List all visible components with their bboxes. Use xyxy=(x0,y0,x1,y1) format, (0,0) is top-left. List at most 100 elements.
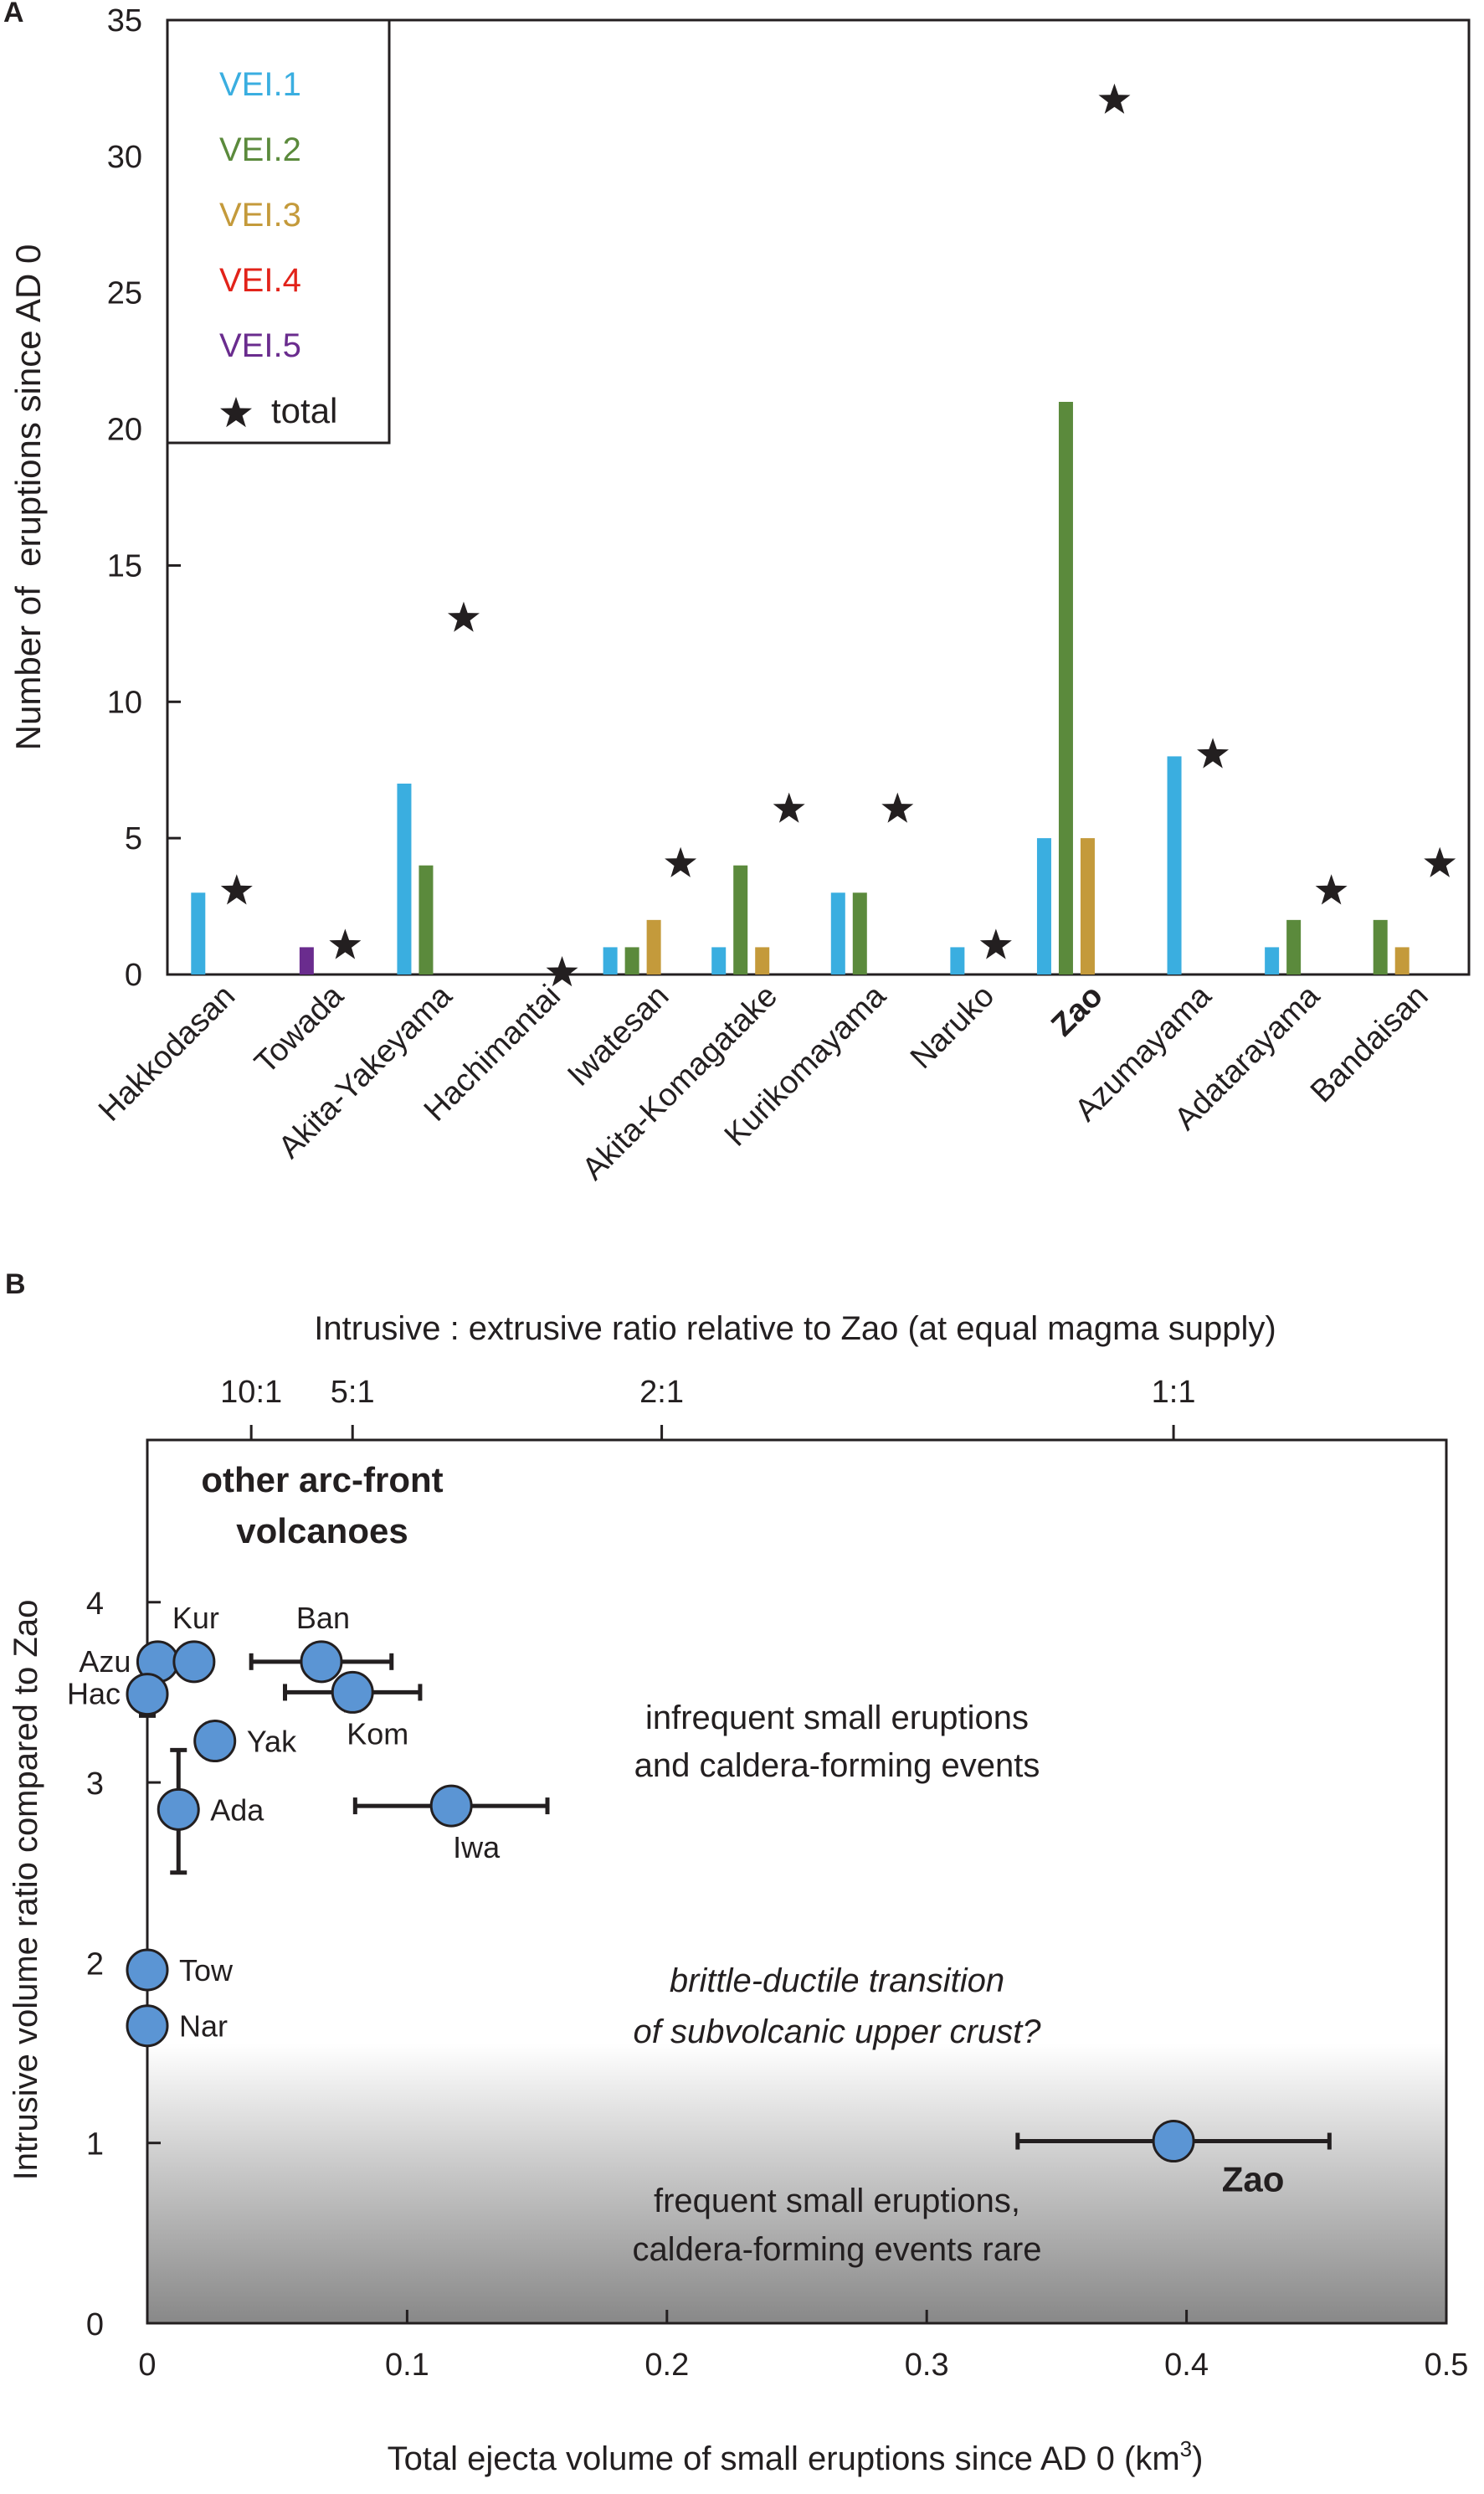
x-tick-label: 0.1 xyxy=(385,2347,429,2383)
panel-b-label: B xyxy=(5,1268,26,1300)
total-star xyxy=(1098,83,1131,114)
bar-vei2 xyxy=(624,947,639,974)
total-star xyxy=(881,792,914,823)
total-star xyxy=(1315,874,1348,905)
data-point-nar xyxy=(126,2004,169,2048)
bar-vei2 xyxy=(733,865,748,974)
x-tick-label: 0.4 xyxy=(1164,2347,1209,2383)
data-point-label: Yak xyxy=(247,1725,297,1759)
total-star xyxy=(773,792,805,823)
total-star xyxy=(1197,738,1230,769)
data-point-kur xyxy=(172,1640,216,1684)
bar-vei1 xyxy=(1036,838,1051,974)
bar-vei3 xyxy=(755,947,770,974)
data-point-label: Kur xyxy=(172,1601,219,1635)
x-tick-label: 0.5 xyxy=(1425,2347,1469,2383)
bar-vei3 xyxy=(1080,838,1095,974)
annotation-lower-2: caldera-forming events rare xyxy=(632,2231,1041,2268)
x-category-label: Hakkodasan xyxy=(92,979,242,1129)
bar-vei3 xyxy=(1394,947,1410,974)
top-axis-tick-label: 2:1 xyxy=(639,1375,684,1410)
plot-frame xyxy=(146,1438,1448,2325)
data-point-ada xyxy=(157,1787,200,1831)
bar-vei5 xyxy=(299,947,314,974)
y-tick-label: 15 xyxy=(107,548,142,584)
x-category-label: Iwatesan xyxy=(561,979,675,1093)
legend-entry: VEI.3 xyxy=(219,197,301,234)
data-point-hac xyxy=(126,1673,169,1716)
y-tick-label: 35 xyxy=(107,3,142,39)
total-star xyxy=(447,601,480,632)
data-point-label: Ban xyxy=(296,1601,350,1635)
total-star xyxy=(979,928,1012,959)
bar-vei3 xyxy=(646,919,661,974)
y-tick-label: 30 xyxy=(107,140,142,175)
legend-entry: VEI.1 xyxy=(219,66,301,103)
data-point-label: Iwa xyxy=(453,1830,501,1864)
x-category-label: Akita-Komagatake xyxy=(576,979,784,1187)
bar-vei1 xyxy=(711,947,727,974)
data-point-zao xyxy=(1152,2120,1195,2163)
annotation-mid-2: of subvolcanic upper crust? xyxy=(634,2013,1042,2050)
x-category-label: Towada xyxy=(248,978,351,1081)
bar-vei2 xyxy=(852,892,867,974)
data-point-label: Ada xyxy=(210,1792,264,1827)
bar-vei2 xyxy=(1286,919,1302,974)
total-star xyxy=(329,928,362,959)
x-category-label: Bandaisan xyxy=(1304,979,1435,1110)
y-axis-label: Number of eruptions since AD 0 xyxy=(8,244,48,751)
bar-vei1 xyxy=(830,892,845,974)
plot-frame xyxy=(166,18,1471,976)
legend-entry: VEI.5 xyxy=(219,327,301,364)
annotation-group-title-2: volcanoes xyxy=(236,1511,408,1550)
top-axis-title: Intrusive : extrusive ratio relative to … xyxy=(314,1310,1276,1347)
y-axis-label: Intrusive volume ratio compared to Zao xyxy=(8,1600,44,2181)
x-tick-label: 0.2 xyxy=(644,2347,689,2383)
top-axis-tick-label: 1:1 xyxy=(1152,1375,1196,1410)
x-category-label: Naruko xyxy=(904,979,1001,1076)
panel-a-label: A xyxy=(3,0,24,28)
data-point-label: Hac xyxy=(67,1677,121,1711)
x-axis-label-close: ) xyxy=(1192,2440,1203,2477)
bar-vei1 xyxy=(397,784,412,974)
x-category-label: Zao xyxy=(1045,979,1109,1043)
x-tick-label: 0 xyxy=(138,2347,156,2383)
annotation-lower-1: frequent small eruptions, xyxy=(654,2183,1020,2219)
bar-vei2 xyxy=(1058,402,1073,974)
annotation-group-title-1: other arc-front xyxy=(201,1460,443,1499)
data-point-iwa xyxy=(429,1784,473,1828)
y-tick-label: 5 xyxy=(125,821,142,856)
x-axis-label-superscript: 3 xyxy=(1180,2436,1192,2461)
data-point-ban xyxy=(300,1640,343,1684)
annotation-mid-1: brittle-ductile transition xyxy=(670,1962,1004,1999)
annotation-upper-1: infrequent small eruptions xyxy=(645,1700,1029,1736)
y-tick-label: 20 xyxy=(107,413,142,448)
data-point-label: Tow xyxy=(179,1953,234,1987)
legend-box xyxy=(166,18,391,445)
bar-vei1 xyxy=(950,947,965,974)
legend-entry: VEI.2 xyxy=(219,131,301,168)
y-tick-label: 0 xyxy=(125,958,142,993)
bar-vei2 xyxy=(1373,919,1388,974)
total-star xyxy=(665,846,697,877)
gradient-band xyxy=(147,2044,1446,2323)
intrusive-ratio-scatter-chart: 0 0.1 0.2 0.3 0.4 0.5 0 1 2 3 4 10:1 5:1 2:1 1:1 Intrus… xyxy=(8,1310,1469,2477)
data-point-label: Zao xyxy=(1222,2160,1285,2199)
y-tick-label: 25 xyxy=(107,276,142,311)
total-star xyxy=(220,874,253,905)
y-tick-label: 3 xyxy=(86,1766,104,1802)
eruption-count-bar-chart: 0 5 10 15 20 25 30 35 Number of eruptions since … xyxy=(8,3,1471,1187)
total-star xyxy=(1424,846,1456,877)
data-point-label: Azu xyxy=(79,1644,131,1679)
top-axis-tick-label: 5:1 xyxy=(331,1375,375,1410)
y-tick-label: 4 xyxy=(86,1586,104,1622)
y-tick-label: 2 xyxy=(86,1946,104,1982)
top-axis-tick-label: 10:1 xyxy=(220,1375,282,1410)
data-point-kom xyxy=(331,1670,374,1714)
data-point-label: Nar xyxy=(179,2009,228,2044)
y-tick-label: 1 xyxy=(86,2127,104,2162)
annotation-upper-2: and caldera-forming events xyxy=(634,1747,1040,1784)
total-star xyxy=(546,956,578,987)
bar-vei2 xyxy=(418,865,434,974)
x-tick-label: 0.3 xyxy=(905,2347,949,2383)
